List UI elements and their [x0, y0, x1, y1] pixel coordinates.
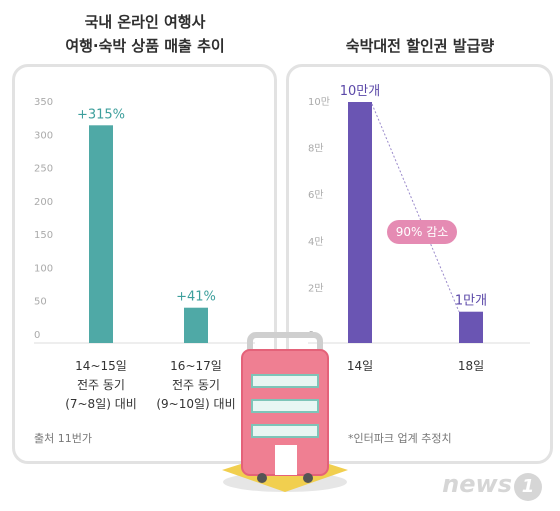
y-tick-label: 150: [34, 230, 53, 241]
y-tick-label: 250: [34, 164, 53, 175]
right-title: 숙박대전 할인권 발급량: [345, 37, 495, 55]
x-tick-label: 전주 동기: [77, 378, 125, 392]
bar: [89, 125, 113, 343]
bar: [348, 102, 372, 343]
x-tick-label: 16~17일: [170, 359, 222, 373]
y-tick-label: 8만: [308, 143, 324, 155]
x-tick-label: 18일: [458, 359, 484, 373]
decrease-label: 90% 감소: [396, 225, 449, 239]
x-tick-label: 14~15일: [75, 359, 127, 373]
x-tick-label: (9~10일) 대비: [156, 397, 235, 411]
estimate-note: *인터파크 업계 추정치: [348, 432, 452, 445]
x-tick-label: 전주 동기: [172, 378, 220, 392]
logo-text: news: [442, 470, 512, 498]
suitcase-illustration: [222, 332, 348, 492]
decrease-line: [371, 103, 460, 312]
bar: [184, 307, 208, 343]
y-tick-label: 2만: [308, 282, 324, 294]
right-panel: [286, 64, 553, 464]
source-note: 출처 11번가: [34, 432, 92, 445]
y-tick-label: 300: [34, 130, 53, 141]
y-tick-label: 200: [34, 197, 53, 208]
decrease-badge: [387, 220, 457, 244]
x-tick-label: (7~8일) 대비: [65, 397, 137, 411]
y-tick-label: 4만: [308, 236, 324, 248]
y-tick-label: 10만: [308, 96, 330, 108]
y-tick-label: 50: [34, 297, 47, 308]
right-panel-title: 숙박대전 할인권 발급량: [285, 34, 555, 58]
data-label: 1만개: [455, 294, 487, 309]
y-tick-label: 100: [34, 263, 53, 274]
x-tick-label: 14일: [347, 359, 373, 373]
y-tick-label: 0: [34, 330, 40, 341]
data-label: 10만개: [340, 84, 380, 99]
news1-logo: news 1: [442, 470, 542, 501]
y-tick-label: 350: [34, 97, 53, 108]
logo-number: 1: [514, 473, 542, 501]
bar: [459, 311, 483, 343]
left-panel-title: 국내 온라인 여행사 여행·숙박 상품 매출 추이: [15, 10, 275, 58]
y-tick-label: 6만: [308, 189, 324, 201]
left-title-line2: 여행·숙박 상품 매출 추이: [65, 37, 225, 55]
left-panel: [12, 64, 277, 464]
left-title-line1: 국내 온라인 여행사: [84, 13, 206, 31]
data-label: +315%: [77, 107, 125, 122]
data-label: +41%: [176, 290, 216, 305]
